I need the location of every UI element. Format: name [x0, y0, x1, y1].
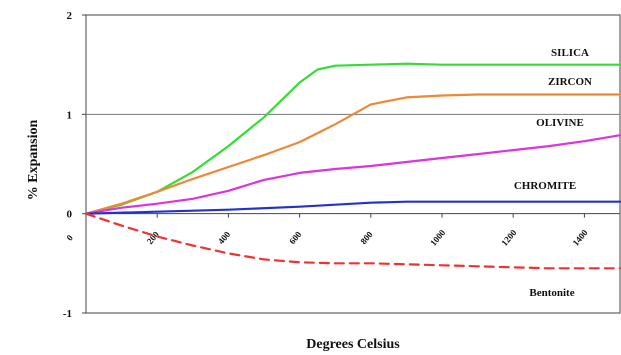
series-line-bentonite: [84, 212, 621, 270]
series-line-chromite: [84, 200, 621, 215]
y-tick-label-0: 2: [67, 10, 73, 22]
y-tick-label-3: -1: [63, 308, 72, 320]
series-label-zircon: ZIRCON: [548, 76, 592, 88]
y-tick-label-2: 0: [67, 209, 73, 221]
series-line-olivine: [84, 134, 621, 215]
series-labels: SILICA ZIRCON OLIVINE CHROMITE Bentonite: [514, 47, 592, 299]
plot-area: [85, 14, 621, 314]
series-label-silica: SILICA: [551, 47, 589, 59]
series-line-silica: [84, 62, 621, 215]
y-axis-title: % Expansion: [26, 120, 41, 201]
x-tick-label-0: 0: [64, 232, 75, 242]
series-line-zircon: [84, 93, 621, 215]
series-lines: [84, 62, 621, 270]
y-tick-label-1: 1: [67, 109, 73, 121]
series-label-chromite: CHROMITE: [514, 180, 576, 192]
series-label-bentonite: Bentonite: [529, 287, 574, 299]
x-axis-title: Degrees Celsius: [306, 337, 400, 352]
series-label-olivine: OLIVINE: [536, 117, 584, 129]
y-ticks: 2 1 0 -1: [63, 10, 86, 320]
